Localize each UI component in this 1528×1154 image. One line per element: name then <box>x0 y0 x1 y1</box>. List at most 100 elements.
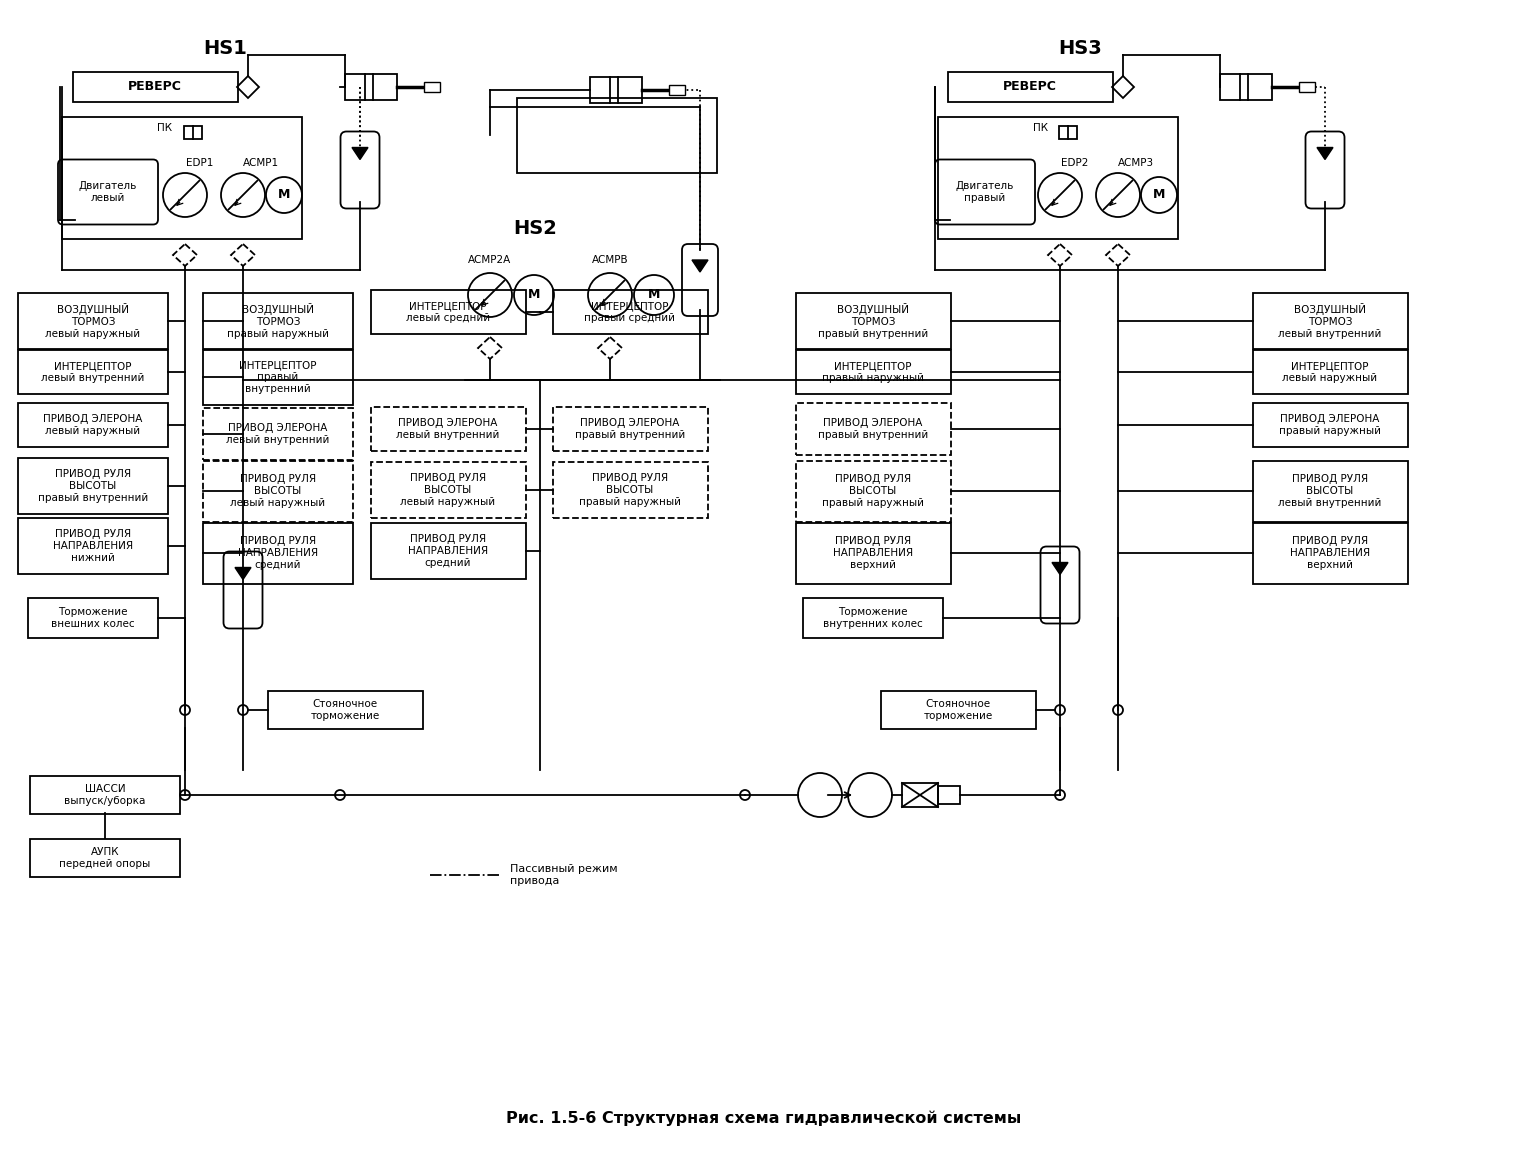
Bar <box>796 350 950 394</box>
Bar <box>203 409 353 460</box>
Bar <box>590 77 642 103</box>
Text: ПРИВОД РУЛЯ
ВЫСОТЫ
правый внутренний: ПРИВОД РУЛЯ ВЫСОТЫ правый внутренний <box>38 470 148 503</box>
Bar <box>203 293 353 349</box>
Text: ПРИВОД ЭЛЕРОНА
правый внутренний: ПРИВОД ЭЛЕРОНА правый внутренний <box>817 418 927 440</box>
Text: ИНТЕРЦЕПТОР
левый наружный: ИНТЕРЦЕПТОР левый наружный <box>1282 361 1378 383</box>
Bar <box>1299 82 1316 92</box>
Text: ПРИВОД РУЛЯ
ВЫСОТЫ
правый наружный: ПРИВОД РУЛЯ ВЫСОТЫ правый наружный <box>822 474 924 508</box>
Text: HS2: HS2 <box>513 218 556 238</box>
Text: РЕВЕРС: РЕВЕРС <box>1002 81 1057 93</box>
Text: ПРИВОД ЭЛЕРОНА
правый наружный: ПРИВОД ЭЛЕРОНА правый наружный <box>1279 414 1381 436</box>
Bar <box>669 85 685 95</box>
Text: Торможение
внешних колес: Торможение внешних колес <box>50 607 134 629</box>
Text: M: M <box>1152 188 1166 202</box>
Text: EDP2: EDP2 <box>1062 158 1088 168</box>
Bar <box>880 691 1036 729</box>
Bar <box>553 407 707 451</box>
Text: ВОЗДУШНЫЙ
ТОРМОЗ
левый наружный: ВОЗДУШНЫЙ ТОРМОЗ левый наружный <box>46 304 141 338</box>
Bar <box>947 72 1112 102</box>
Text: ACMPB: ACMPB <box>591 255 628 265</box>
Text: ИНТЕРЦЕПТОР
правый средний: ИНТЕРЦЕПТОР правый средний <box>585 301 675 323</box>
Polygon shape <box>1051 562 1068 575</box>
Bar <box>31 775 180 814</box>
Text: Рис. 1.5-6 Структурная схема гидравлической системы: Рис. 1.5-6 Структурная схема гидравличес… <box>506 1110 1022 1126</box>
Text: Стояночное
торможение: Стояночное торможение <box>310 699 379 721</box>
Bar <box>1253 523 1407 584</box>
Bar <box>796 293 950 349</box>
Text: ACMP1: ACMP1 <box>243 158 280 168</box>
Text: ПК: ПК <box>157 123 173 133</box>
Polygon shape <box>1317 148 1332 159</box>
Text: ПРИВОД РУЛЯ
НАПРАВЛЕНИЯ
нижний: ПРИВОД РУЛЯ НАПРАВЛЕНИЯ нижний <box>53 530 133 563</box>
Text: ИНТЕРЦЕПТОР
левый внутренний: ИНТЕРЦЕПТОР левый внутренний <box>41 361 145 383</box>
Bar <box>553 290 707 334</box>
Bar <box>18 293 168 349</box>
Bar <box>1253 460 1407 522</box>
Text: ИНТЕРЦЕПТОР
правый наружный: ИНТЕРЦЕПТОР правый наружный <box>822 361 924 383</box>
Text: Стояночное
торможение: Стояночное торможение <box>923 699 993 721</box>
Text: Торможение
внутренних колес: Торможение внутренних колес <box>824 607 923 629</box>
Text: ПРИВОД РУЛЯ
НАПРАВЛЕНИЯ
средний: ПРИВОД РУЛЯ НАПРАВЛЕНИЯ средний <box>238 537 318 570</box>
Polygon shape <box>351 148 368 159</box>
Bar <box>796 403 950 455</box>
Text: M: M <box>648 288 660 301</box>
Text: Пассивный режим
привода: Пассивный режим привода <box>510 864 617 886</box>
Text: ПРИВОД ЭЛЕРОНА
левый внутренний: ПРИВОД ЭЛЕРОНА левый внутренний <box>396 418 500 440</box>
Text: ПРИВОД РУЛЯ
ВЫСОТЫ
левый наружный: ПРИВОД РУЛЯ ВЫСОТЫ левый наружный <box>400 473 495 507</box>
Bar <box>203 460 353 522</box>
Bar <box>370 462 526 518</box>
Bar <box>796 523 950 584</box>
Bar <box>18 458 168 514</box>
Text: ИНТЕРЦЕПТОР
левый средний: ИНТЕРЦЕПТОР левый средний <box>406 301 490 323</box>
Bar <box>938 117 1178 239</box>
Text: M: M <box>278 188 290 202</box>
Text: ВОЗДУШНЫЙ
ТОРМОЗ
левый внутренний: ВОЗДУШНЫЙ ТОРМОЗ левый внутренний <box>1279 304 1381 338</box>
Text: ИНТЕРЦЕПТОР
правый
внутренний: ИНТЕРЦЕПТОР правый внутренний <box>240 360 316 394</box>
Text: ВОЗДУШНЫЙ
ТОРМОЗ
правый наружный: ВОЗДУШНЫЙ ТОРМОЗ правый наружный <box>228 304 329 338</box>
Bar <box>796 460 950 522</box>
Bar <box>18 518 168 574</box>
Bar <box>1253 403 1407 447</box>
Bar <box>370 407 526 451</box>
Bar <box>1219 74 1271 100</box>
Bar <box>345 74 397 100</box>
Bar <box>203 350 353 405</box>
Bar <box>902 784 938 807</box>
Text: ПРИВОД ЭЛЕРОНА
правый внутренний: ПРИВОД ЭЛЕРОНА правый внутренний <box>575 418 685 440</box>
Bar <box>18 350 168 394</box>
Text: HS1: HS1 <box>203 38 248 58</box>
Bar <box>370 523 526 579</box>
Bar <box>183 126 202 138</box>
Text: M: M <box>527 288 541 301</box>
Bar <box>1253 293 1407 349</box>
Text: ACMP3: ACMP3 <box>1118 158 1154 168</box>
Bar <box>370 290 526 334</box>
Text: ПК: ПК <box>1033 123 1048 133</box>
Text: HS3: HS3 <box>1057 38 1102 58</box>
Polygon shape <box>692 260 707 272</box>
Bar <box>423 82 440 92</box>
Bar <box>63 117 303 239</box>
Bar <box>31 839 180 877</box>
Text: Двигатель
левый: Двигатель левый <box>79 181 138 203</box>
Bar <box>1059 126 1077 138</box>
Bar <box>267 691 423 729</box>
Bar <box>1253 350 1407 394</box>
Bar <box>18 403 168 447</box>
Bar <box>72 72 237 102</box>
Text: ПРИВОД РУЛЯ
ВЫСОТЫ
левый наружный: ПРИВОД РУЛЯ ВЫСОТЫ левый наружный <box>231 474 325 508</box>
Bar <box>804 598 943 638</box>
Text: ПРИВОД ЭЛЕРОНА
левый наружный: ПРИВОД ЭЛЕРОНА левый наружный <box>43 414 142 436</box>
Text: РЕВЕРС: РЕВЕРС <box>128 81 182 93</box>
Text: ПРИВОД РУЛЯ
ВЫСОТЫ
правый наружный: ПРИВОД РУЛЯ ВЫСОТЫ правый наружный <box>579 473 681 507</box>
Polygon shape <box>235 568 251 579</box>
Text: ПРИВОД ЭЛЕРОНА
левый внутренний: ПРИВОД ЭЛЕРОНА левый внутренний <box>226 424 330 444</box>
Text: Двигатель
правый: Двигатель правый <box>957 181 1015 203</box>
Text: АУПК
передней опоры: АУПК передней опоры <box>60 847 151 869</box>
Text: ВОЗДУШНЫЙ
ТОРМОЗ
правый внутренний: ВОЗДУШНЫЙ ТОРМОЗ правый внутренний <box>817 304 927 338</box>
Text: ПРИВОД РУЛЯ
НАПРАВЛЕНИЯ
средний: ПРИВОД РУЛЯ НАПРАВЛЕНИЯ средний <box>408 534 487 568</box>
Bar <box>28 598 157 638</box>
Text: ШАССИ
выпуск/уборка: ШАССИ выпуск/уборка <box>64 785 145 805</box>
Bar <box>553 462 707 518</box>
Bar <box>938 786 960 804</box>
